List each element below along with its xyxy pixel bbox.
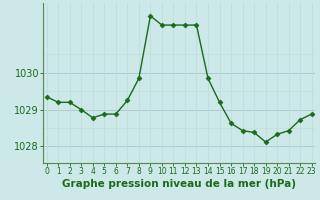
X-axis label: Graphe pression niveau de la mer (hPa): Graphe pression niveau de la mer (hPa): [62, 179, 296, 189]
